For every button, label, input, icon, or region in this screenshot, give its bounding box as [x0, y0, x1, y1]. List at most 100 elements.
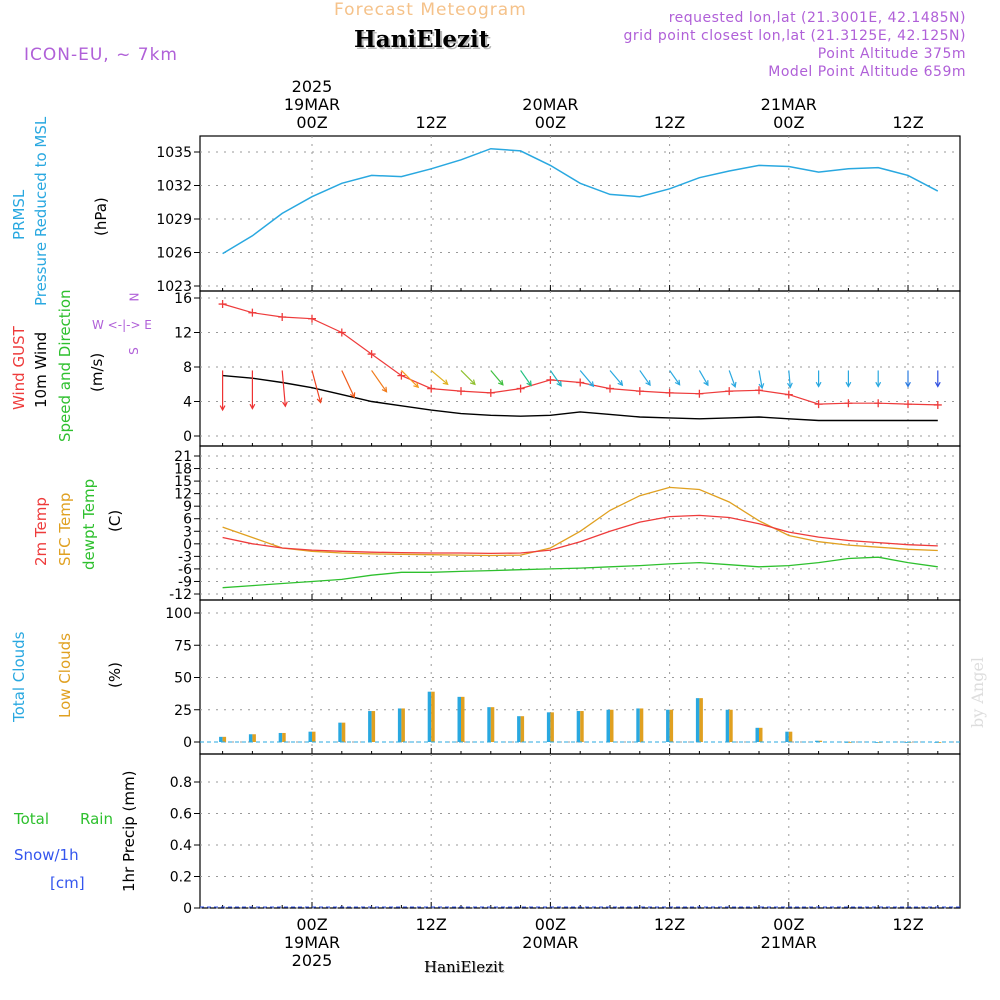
- wind-arrow: [758, 370, 763, 389]
- time-label-bottom: 00Z: [296, 915, 327, 934]
- total-cloud-bar: [815, 740, 819, 742]
- total-cloud-bar: [487, 707, 491, 742]
- time-label-top: 19MAR: [284, 95, 340, 114]
- pressure-line: [222, 147, 939, 255]
- wind-arrow: [281, 370, 286, 407]
- wind-ytick-label: 0: [183, 429, 192, 445]
- precip-ytick-label: 0.2: [170, 870, 192, 886]
- low-cloud-bar: [341, 722, 346, 742]
- gust-marker: [933, 400, 942, 409]
- total-cloud-bar: [636, 708, 640, 742]
- wind-arrow-head: [787, 382, 793, 389]
- clouds-ytick-label: 25: [174, 703, 192, 719]
- low-cloud-bar: [490, 707, 495, 742]
- time-label-bottom: 21MAR: [761, 933, 817, 952]
- gust-marker: [814, 400, 823, 409]
- gust-marker: [725, 387, 734, 396]
- gust-marker: [576, 378, 585, 387]
- wind-arrow-head: [905, 381, 911, 388]
- temperature-ytick-label: 3: [183, 524, 192, 540]
- low-cloud-bar: [937, 742, 942, 743]
- low-cloud-bar: [729, 709, 733, 742]
- temperature-ytick-label: 12: [174, 487, 192, 503]
- time-label-top: 00Z: [535, 113, 566, 132]
- temperature-ytick-label: -9: [178, 574, 192, 590]
- total-label: Total: [14, 810, 50, 828]
- pressure-ytick-label: 1023: [156, 279, 192, 295]
- snow-label: Snow/1h: [14, 846, 79, 864]
- total-cloud-bar: [606, 709, 610, 742]
- footer-location: HaniElezit: [424, 958, 504, 976]
- wind-arrow-head: [875, 381, 882, 388]
- low-cloud-bar: [580, 711, 584, 742]
- temperature-ytick-label: 9: [183, 499, 192, 515]
- wind-arrow-head: [556, 380, 562, 387]
- clouds-ytick-label: 50: [174, 671, 192, 687]
- low-cloud-bar: [699, 698, 703, 742]
- pressure-ytick-label: 1035: [156, 145, 192, 161]
- total-cloud-bar: [427, 691, 432, 742]
- wind-arrow-head: [349, 392, 356, 399]
- gust-marker: [784, 390, 793, 399]
- wind-frame: [199, 290, 961, 447]
- clouds-panel: 0 25 50 75 100: [165, 599, 961, 755]
- total-cloud-bar: [397, 708, 402, 742]
- total-cloud-bar: [457, 696, 461, 742]
- total-cloud-bar: [576, 711, 581, 742]
- wind-arrow-head: [934, 381, 941, 388]
- wind-arrow-head: [758, 383, 765, 390]
- temperature-ytick-label: -6: [178, 562, 192, 578]
- clouds-ytick-label: 75: [174, 638, 192, 654]
- wind-arrow: [371, 370, 388, 393]
- low-cloud-bar: [520, 716, 525, 742]
- gust-marker: [457, 387, 465, 396]
- time-label-top: 00Z: [773, 113, 804, 132]
- low-cloud-bar: [222, 736, 227, 742]
- low-cloud-bar: [610, 709, 614, 742]
- dewpt-line: [222, 556, 938, 589]
- wind-panel: 0 4 8 12 16: [174, 290, 961, 447]
- time-label-top: 12Z: [892, 113, 923, 132]
- temperature-ytick-label: 0: [183, 537, 192, 553]
- gust-marker: [486, 388, 495, 397]
- low-cloud-bar: [639, 708, 644, 742]
- pressure-ytick-label: 1032: [156, 179, 192, 195]
- wind-ytick-label: 12: [174, 326, 192, 342]
- time-label-top: 12Z: [654, 113, 685, 132]
- meteogram-title: Forecast Meteogram: [334, 0, 527, 20]
- pressure-ytick-label: 1029: [156, 212, 192, 228]
- wind-arrow-head: [815, 381, 822, 388]
- total-cloud-bar: [517, 716, 521, 742]
- wind-arrow: [698, 370, 709, 386]
- precip-ytick-label: 0.4: [170, 838, 192, 854]
- low-cloud-bar: [788, 731, 793, 742]
- gust-marker: [427, 384, 436, 393]
- time-label-top: 00Z: [296, 113, 327, 132]
- wind-arrow-head: [219, 405, 226, 412]
- time-label-top: 20MAR: [522, 95, 578, 114]
- low-cloud-bar: [818, 740, 823, 742]
- wind-arrow-head: [674, 379, 681, 386]
- wind-arrow: [490, 370, 504, 386]
- wind-arrow-head: [731, 381, 737, 389]
- precip-panel: 0 0.2 0.4 0.6 0.8: [170, 753, 961, 917]
- gust-marker: [308, 314, 316, 323]
- rain-label: Rain: [80, 810, 113, 828]
- location-title: HaniElezit: [354, 26, 490, 53]
- gust-marker: [665, 388, 674, 397]
- wind-arrow: [788, 370, 791, 388]
- clouds-ytick-label: 100: [165, 606, 192, 622]
- low-cloud-bar: [371, 711, 376, 742]
- gust-marker: [218, 300, 227, 309]
- gust-marker: [635, 387, 644, 396]
- wind-ytick-label: 8: [183, 360, 192, 376]
- time-label-bottom: 00Z: [535, 915, 566, 934]
- total-cloud-bar: [308, 731, 312, 742]
- gust-marker: [904, 400, 912, 409]
- gust-marker: [367, 350, 376, 359]
- temperature-ytick-label: -12: [169, 587, 192, 603]
- time-label-bottom: 2025: [292, 951, 333, 970]
- time-label-bottom: 19MAR: [284, 933, 340, 952]
- gust-marker: [397, 371, 406, 380]
- gust-marker: [874, 399, 883, 408]
